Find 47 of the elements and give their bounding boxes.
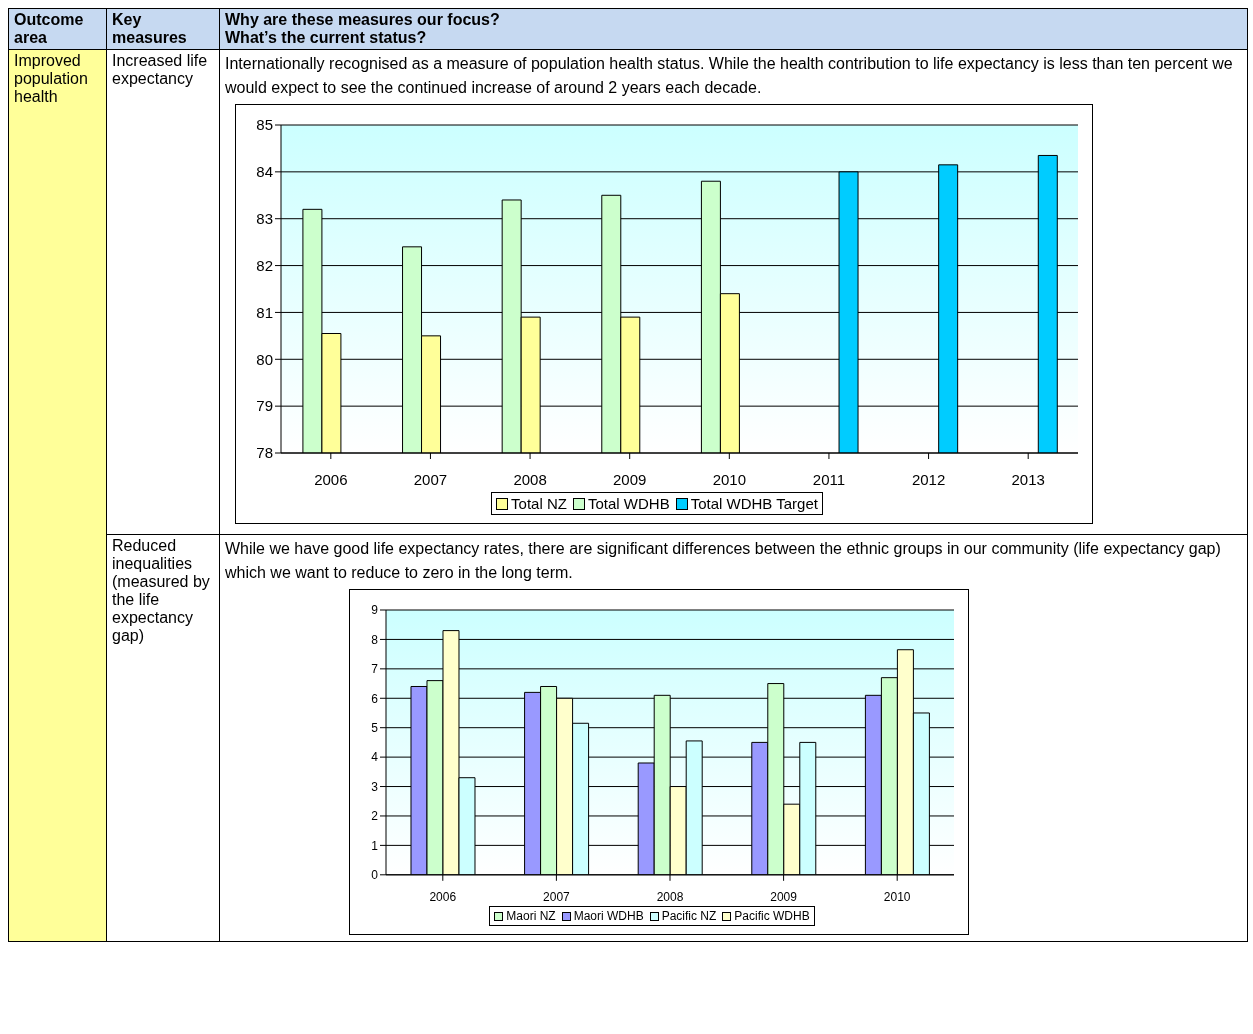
x-tick-label: 2011 <box>812 470 846 488</box>
legend-label: Total WDHB <box>587 495 670 512</box>
x-tick-label: 2008 <box>513 470 547 488</box>
y-tick-label: 78 <box>256 444 273 462</box>
y-tick-label: 80 <box>256 350 273 368</box>
legend-label: Pacific WDHB <box>734 909 810 923</box>
x-tick-label: 2007 <box>543 890 571 905</box>
legend-label: Maori WDHB <box>573 909 644 923</box>
y-tick-label: 6 <box>371 691 379 706</box>
text: Increased life expectancy <box>106 49 220 535</box>
x-tick-label: 2008 <box>656 890 684 905</box>
y-tick-label: 85 <box>256 116 273 134</box>
legend-label: Pacific NZ <box>661 909 717 923</box>
y-tick-label: 4 <box>371 750 379 765</box>
x-tick-label: 2009 <box>613 470 647 488</box>
text: Reduced inequalities (measured by the life expectancy gap) <box>106 534 220 942</box>
x-tick-label: 2009 <box>770 890 798 905</box>
y-tick-label: 0 <box>371 868 379 883</box>
y-tick-label: 82 <box>256 256 273 274</box>
text: While we have good life expectancy rates, there are significant differences between the ethnic groups in our community (life expectancy gap) which we want to reduce to zero in the long term. <box>225 539 1222 583</box>
y-tick-label: 2 <box>371 809 379 824</box>
text: Improved population health <box>8 49 107 942</box>
x-tick-label: 2012 <box>911 470 946 488</box>
y-tick-label: 81 <box>256 303 273 321</box>
y-tick-label: 79 <box>256 397 273 415</box>
y-tick-label: 83 <box>256 210 273 228</box>
y-tick-label: 7 <box>371 662 379 677</box>
y-tick-label: 9 <box>371 603 379 618</box>
x-tick-label: 2013 <box>1011 470 1045 488</box>
legend-label: Total WDHB Target <box>690 495 818 512</box>
y-tick-label: 1 <box>371 838 379 853</box>
x-tick-label: 2006 <box>429 890 457 905</box>
y-tick-label: 5 <box>371 720 379 735</box>
y-tick-label: 8 <box>371 632 379 647</box>
y-tick-label: 84 <box>256 163 273 181</box>
text: Internationally recognised as a measure of population health status. While the health contribution to life expectancy is less than ten percent we would expect to see the continued increase of around 2 years each decade. <box>225 54 1234 98</box>
legend-label: Total NZ <box>511 495 567 512</box>
text: Outcome area <box>8 8 107 50</box>
legend-label: Maori NZ <box>506 909 556 923</box>
text: Key measures <box>106 8 220 50</box>
x-tick-label: 2010 <box>712 470 746 488</box>
text: Why are these measures our focus? <box>225 11 500 28</box>
x-tick-label: 2006 <box>314 470 348 488</box>
x-tick-label: 2010 <box>883 890 911 905</box>
text: What’s the current status? <box>225 29 427 46</box>
x-tick-label: 2007 <box>413 470 448 488</box>
y-tick-label: 3 <box>371 779 379 794</box>
